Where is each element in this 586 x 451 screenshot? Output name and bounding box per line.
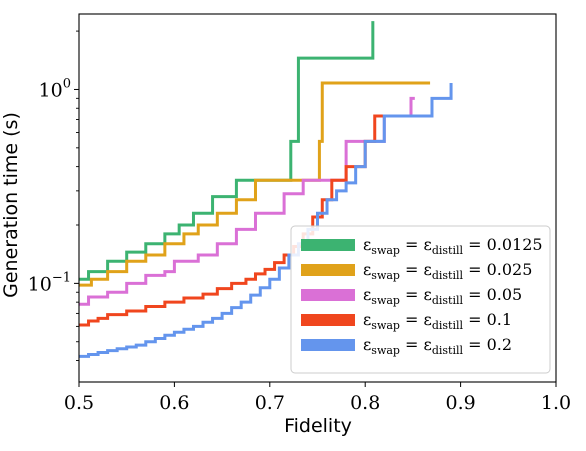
legend-box bbox=[290, 225, 551, 374]
legend-label-part: 0.2 bbox=[487, 335, 512, 354]
y-tick-label: 100 bbox=[39, 76, 71, 101]
legend-label-part: distill bbox=[432, 244, 464, 257]
legend-label: εswap = εdistill = 0.025 bbox=[363, 260, 532, 282]
legend-label: εswap = εdistill = 0.05 bbox=[363, 285, 522, 307]
legend-label-part: distill bbox=[432, 319, 464, 332]
legend-label-part: 0.1 bbox=[487, 310, 512, 329]
legend-swatch bbox=[301, 239, 355, 251]
legend-label-part: ε bbox=[363, 235, 371, 254]
y-axis-title: Generation time (s) bbox=[0, 112, 22, 298]
legend-label-part: = bbox=[463, 335, 487, 354]
legend-label-part: 0.0125 bbox=[487, 235, 543, 254]
legend-label-part: swap bbox=[371, 319, 400, 332]
legend-label-part: = bbox=[463, 310, 487, 329]
legend-label: εswap = εdistill = 0.1 bbox=[363, 310, 512, 332]
legend-label-part: ε bbox=[363, 335, 371, 354]
legend-label-part: ε bbox=[363, 260, 371, 279]
legend-label-part: swap bbox=[371, 294, 400, 307]
legend-label-part: swap bbox=[371, 269, 400, 282]
x-tick-label: 0.6 bbox=[159, 392, 189, 414]
legend-label: εswap = εdistill = 0.2 bbox=[363, 335, 512, 357]
x-tick-label: 0.8 bbox=[350, 392, 380, 414]
legend-label-part: = bbox=[463, 285, 487, 304]
legend-label-part: ε bbox=[424, 335, 432, 354]
x-tick-label: 1.0 bbox=[541, 392, 571, 414]
legend-label-part: = bbox=[400, 260, 424, 279]
legend-label-part: ε bbox=[424, 285, 432, 304]
legend-label-part: distill bbox=[432, 344, 464, 357]
series-line-1 bbox=[79, 21, 375, 281]
y-tick-exponent: 0 bbox=[63, 76, 71, 91]
legend-label-part: ε bbox=[363, 310, 371, 329]
series-line-5 bbox=[79, 82, 453, 358]
legend-label-part: = bbox=[463, 260, 487, 279]
legend-label-part: swap bbox=[371, 344, 400, 357]
x-axis-ticks: 0.5 0.6 0.7 0.8 0.9 1.0 bbox=[64, 382, 571, 414]
x-tick-label: 0.7 bbox=[255, 392, 285, 414]
legend-label-part: = bbox=[400, 235, 424, 254]
legend-swatch bbox=[301, 264, 355, 276]
legend-label-part: 0.05 bbox=[487, 285, 523, 304]
x-axis-title: Fidelity bbox=[284, 415, 352, 437]
axes-frame bbox=[78, 13, 557, 383]
y-tick-base: 10 bbox=[39, 79, 63, 101]
legend-label-part: ε bbox=[363, 285, 371, 304]
series-lines bbox=[79, 21, 453, 358]
legend-label-part: = bbox=[400, 310, 424, 329]
x-tick-label: 0.5 bbox=[64, 392, 94, 414]
y-tick-exponent: −1 bbox=[52, 270, 71, 285]
legend-swatch bbox=[301, 289, 355, 301]
legend-label-part: ε bbox=[424, 235, 432, 254]
legend-label-part: = bbox=[400, 285, 424, 304]
legend-label: εswap = εdistill = 0.0125 bbox=[363, 235, 543, 257]
legend-label-part: ε bbox=[424, 310, 432, 329]
legend-swatch bbox=[301, 339, 355, 351]
series-line-4 bbox=[79, 114, 387, 327]
legend-label-part: distill bbox=[432, 294, 464, 307]
legend-label-part: = bbox=[400, 335, 424, 354]
legend-label-part: 0.025 bbox=[487, 260, 533, 279]
legend-label-part: swap bbox=[371, 244, 400, 257]
legend-label-part: distill bbox=[432, 269, 464, 282]
legend-swatch bbox=[301, 314, 355, 326]
axes bbox=[78, 13, 557, 383]
y-tick-label: 10−1 bbox=[28, 270, 71, 295]
y-tick-base: 10 bbox=[28, 273, 52, 295]
legend-label-part: ε bbox=[424, 260, 432, 279]
x-tick-label: 0.9 bbox=[445, 392, 475, 414]
legend-label-part: = bbox=[463, 235, 487, 254]
